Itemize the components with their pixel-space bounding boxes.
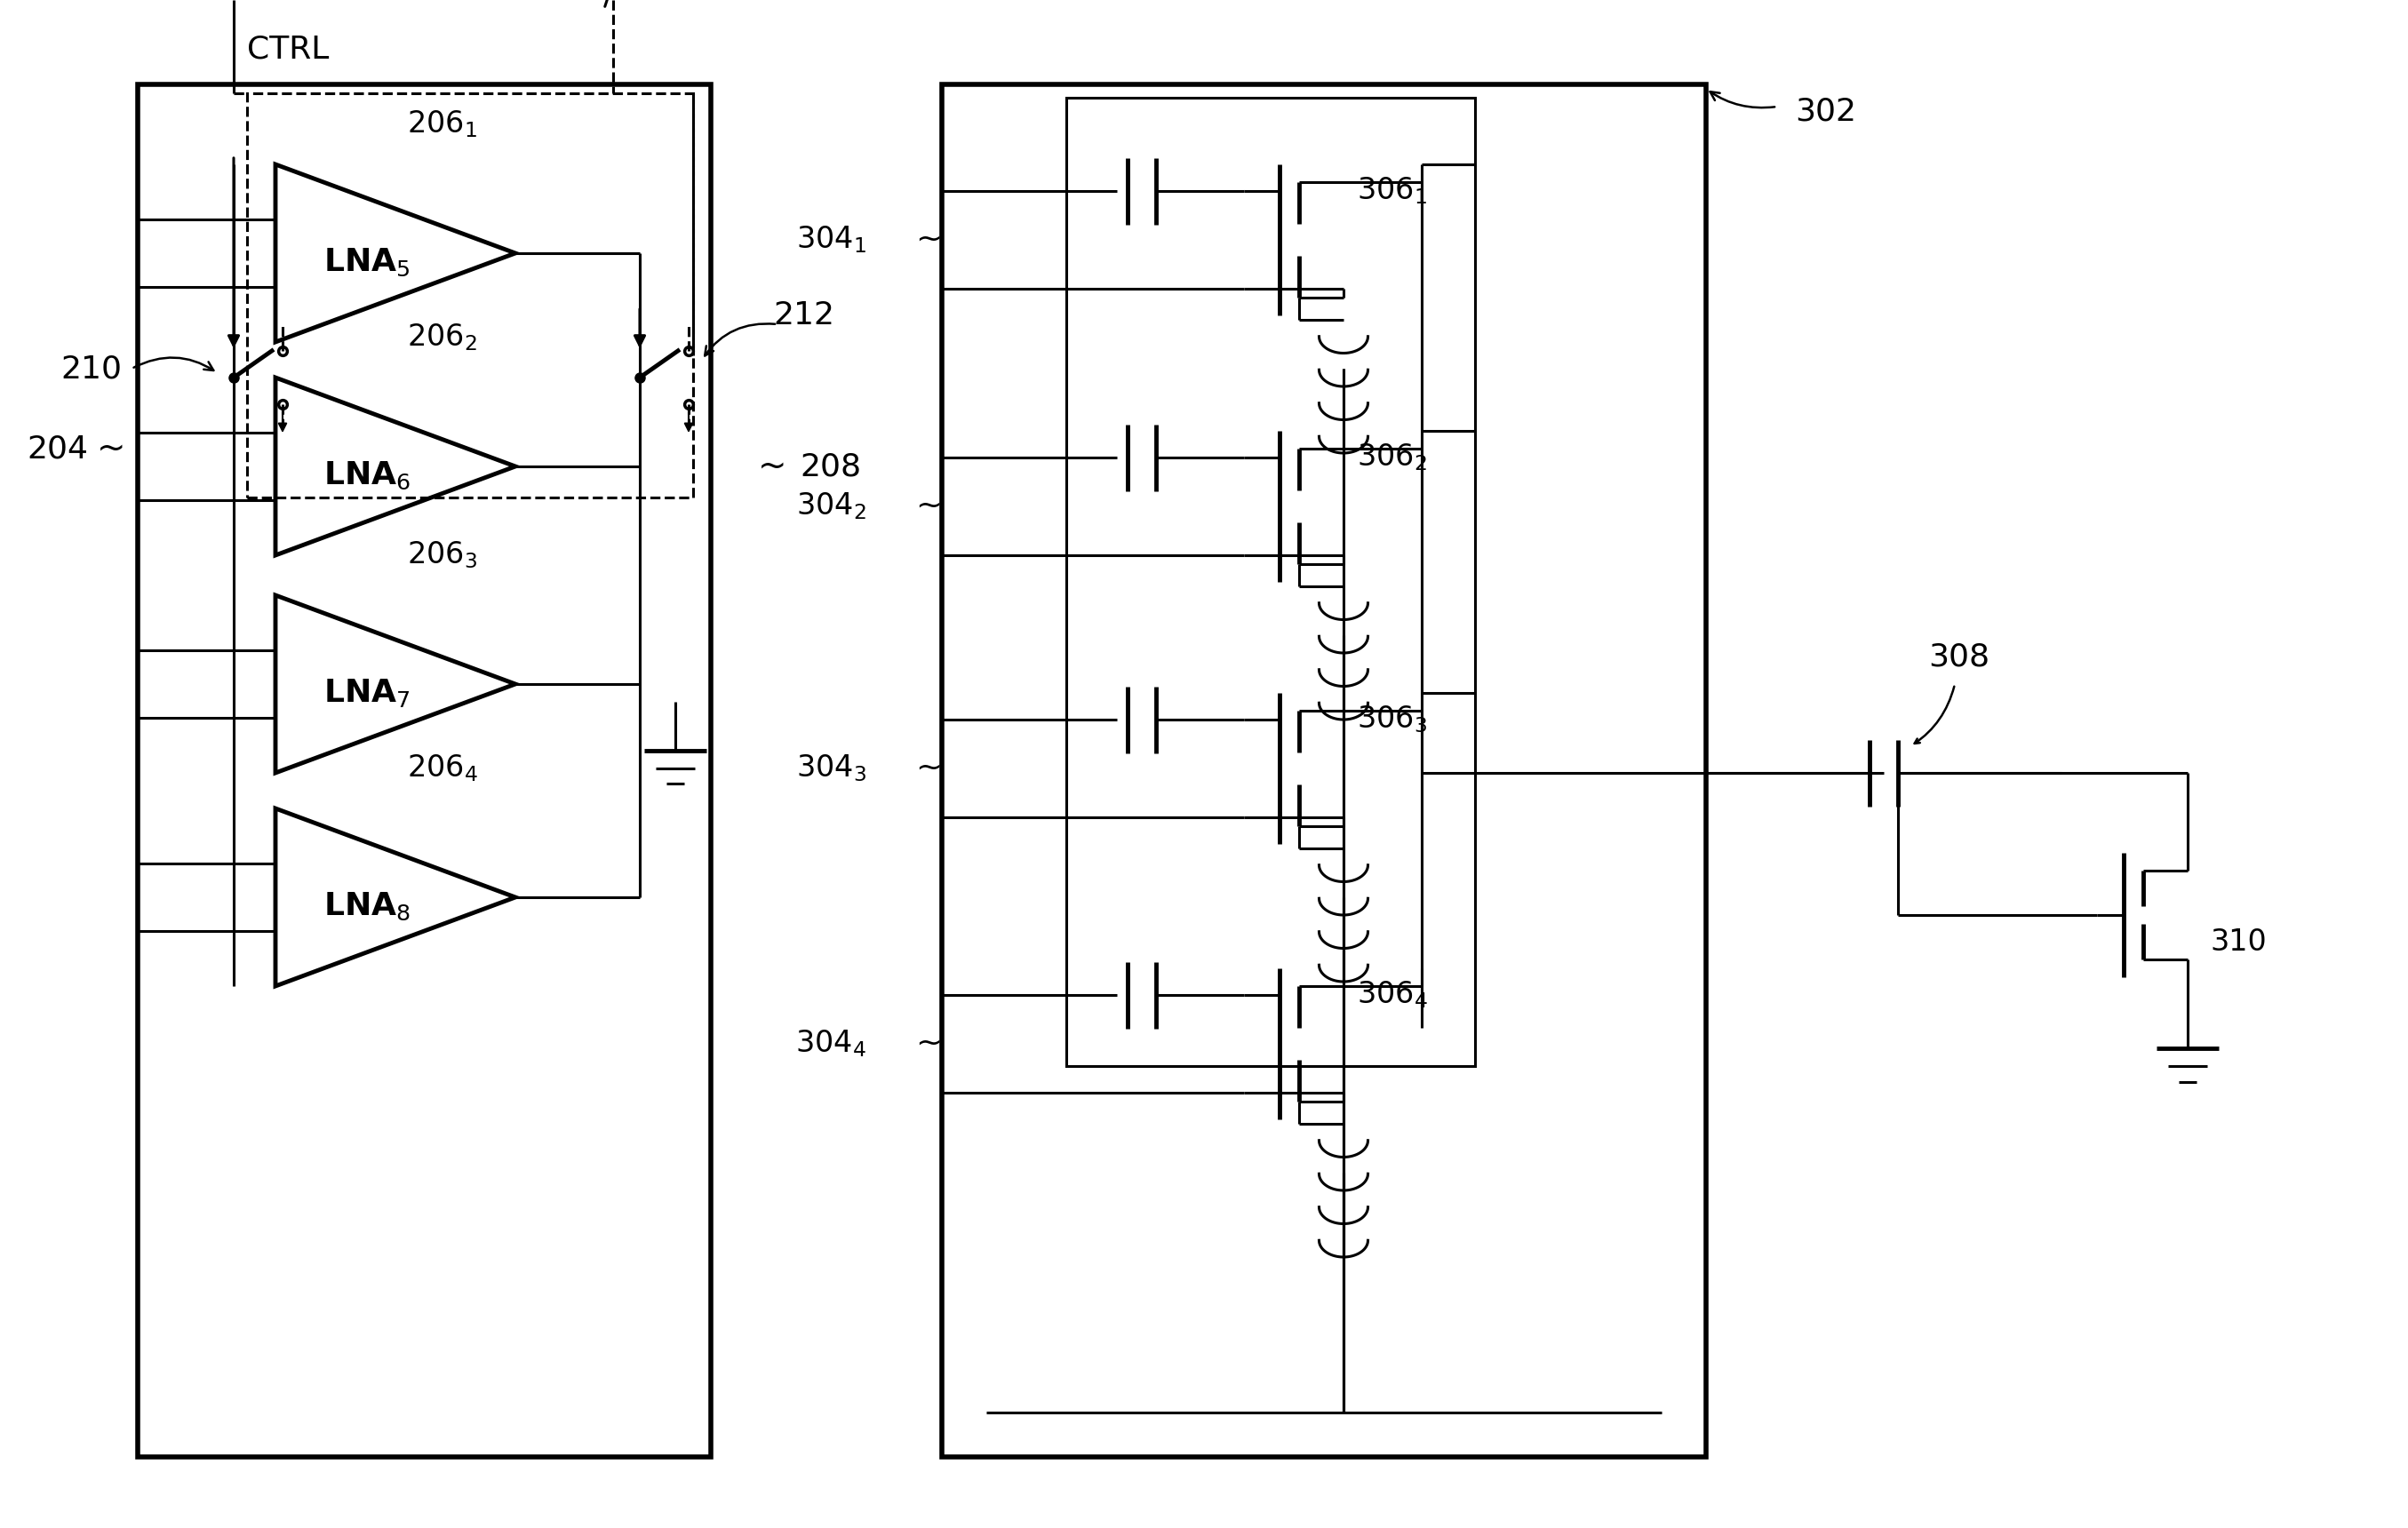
Text: ~: ~ [915, 225, 942, 255]
Text: 304$_3$: 304$_3$ [797, 753, 867, 784]
Text: 212: 212 [773, 301, 836, 330]
Text: 206$_2$: 206$_2$ [407, 322, 477, 353]
Text: 306$_4$: 306$_4$ [1356, 979, 1428, 1010]
Text: 208: 208 [799, 451, 862, 481]
Text: LNA$_8$: LNA$_8$ [323, 891, 409, 921]
Text: CTRL: CTRL [248, 34, 330, 64]
Text: 206$_1$: 206$_1$ [407, 108, 477, 139]
Text: ~: ~ [915, 753, 942, 784]
Text: 308: 308 [1929, 642, 1989, 672]
Text: 206$_3$: 206$_3$ [407, 539, 477, 570]
Text: ~: ~ [915, 492, 942, 521]
Text: 204: 204 [26, 434, 89, 463]
Text: LNA$_6$: LNA$_6$ [323, 460, 409, 490]
Text: LNA$_5$: LNA$_5$ [323, 246, 409, 278]
Text: ~: ~ [96, 432, 125, 466]
Bar [137, 84, 710, 1456]
Text: 302: 302 [1794, 96, 1857, 127]
Bar [942, 84, 1705, 1456]
Text: 304$_2$: 304$_2$ [797, 490, 867, 521]
Text: 306$_1$: 306$_1$ [1356, 176, 1428, 206]
Text: 310: 310 [2211, 927, 2266, 957]
Text: 210: 210 [60, 353, 123, 384]
Text: 206$_4$: 206$_4$ [407, 753, 479, 784]
Text: 306$_3$: 306$_3$ [1356, 704, 1428, 735]
Bar [248, 93, 694, 498]
Text: 306$_2$: 306$_2$ [1356, 442, 1426, 474]
Text: ~: ~ [759, 449, 787, 483]
Bar [1067, 98, 1476, 1067]
Text: LNA$_7$: LNA$_7$ [323, 677, 409, 709]
Text: ~: ~ [915, 1028, 942, 1059]
Text: 304$_1$: 304$_1$ [797, 225, 867, 255]
Text: 304$_4$: 304$_4$ [795, 1028, 867, 1059]
